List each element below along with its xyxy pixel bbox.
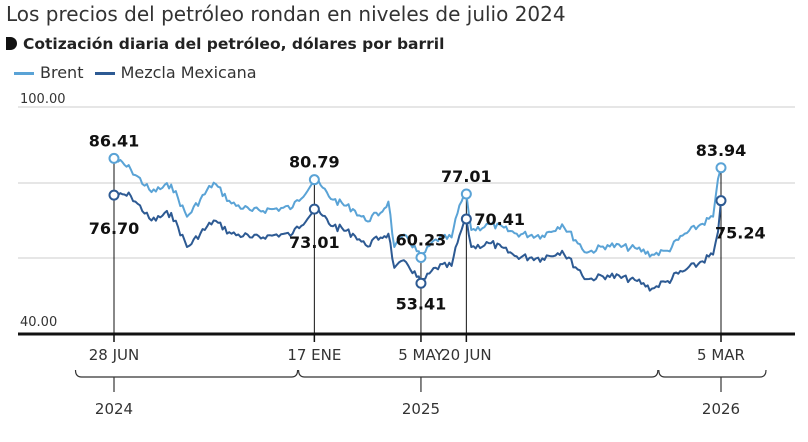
series-line-brent bbox=[113, 157, 722, 259]
value-label-mezcla-4: 75.24 bbox=[715, 224, 766, 243]
marker-points bbox=[108, 152, 727, 289]
chart-subtitle-text: Cotización diaria del petróleo, dólares … bbox=[23, 35, 445, 53]
year-labels: 2024 2025 2026 bbox=[95, 400, 740, 418]
year-bracket-2025 bbox=[297, 369, 659, 378]
date-label-2: 5 MAY bbox=[398, 346, 444, 364]
marker-point-brent-3 bbox=[460, 188, 472, 200]
value-label-brent-2: 60.23 bbox=[396, 230, 447, 249]
year-bracket-2026 bbox=[658, 369, 767, 378]
legend-label-brent: Brent bbox=[40, 63, 84, 82]
date-label-4: 5 MAR bbox=[697, 346, 745, 364]
legend-item-brent: Brent bbox=[14, 63, 83, 82]
marker-point-brent-2 bbox=[415, 251, 427, 263]
date-label-3: 20 JUN bbox=[441, 346, 491, 364]
marker-point-brent-4 bbox=[715, 162, 727, 174]
marker-point-mezcla-3 bbox=[460, 213, 472, 225]
legend: Brent Mezcla Mexicana bbox=[14, 63, 263, 82]
value-label-brent-1: 80.79 bbox=[289, 153, 340, 172]
chart-title: Los precios del petróleo rondan en nivel… bbox=[6, 2, 566, 26]
year-label-2024: 2024 bbox=[95, 400, 133, 418]
value-label-mezcla-3: 70.41 bbox=[474, 210, 525, 229]
value-label-mezcla-0: 76.70 bbox=[89, 219, 140, 238]
legend-label-mezcla: Mezcla Mexicana bbox=[120, 63, 257, 82]
marker-point-mezcla-2 bbox=[415, 277, 427, 289]
year-label-2026: 2026 bbox=[702, 400, 740, 418]
date-label-1: 17 ENE bbox=[287, 346, 341, 364]
grid bbox=[18, 106, 795, 259]
value-label-brent-0: 86.41 bbox=[89, 131, 140, 150]
value-label-brent-3: 77.01 bbox=[441, 167, 492, 186]
marker-point-mezcla-0 bbox=[108, 189, 120, 201]
year-brackets bbox=[74, 369, 767, 392]
legend-swatch-mezcla bbox=[94, 72, 115, 75]
value-labels: 86.41 76.70 80.79 73.01 60.23 53.41 77.01 70.41… bbox=[89, 131, 766, 313]
series-lines bbox=[113, 157, 722, 292]
marker-point-mezcla-1 bbox=[308, 203, 320, 215]
value-label-brent-4: 83.94 bbox=[696, 141, 747, 160]
year-bracket-2024 bbox=[74, 369, 299, 378]
legend-swatch-brent bbox=[14, 72, 34, 75]
chart-subtitle: Cotización diaria del petróleo, dólares … bbox=[6, 35, 444, 53]
y-tick-label-100: 100.00 bbox=[20, 92, 66, 107]
series-line-mezcla-mexicana bbox=[113, 191, 722, 292]
date-label-0: 28 JUN bbox=[89, 346, 139, 364]
x-ticks bbox=[113, 334, 722, 342]
subtitle-marker-icon bbox=[6, 37, 17, 50]
marker-point-brent-0 bbox=[108, 152, 120, 164]
marker-point-mezcla-4 bbox=[715, 195, 727, 207]
legend-item-mezcla: Mezcla Mexicana bbox=[94, 63, 257, 82]
y-tick-label-40: 40.00 bbox=[20, 315, 57, 330]
value-label-mezcla-2: 53.41 bbox=[396, 294, 447, 313]
value-label-mezcla-1: 73.01 bbox=[289, 233, 340, 252]
marker-point-brent-1 bbox=[308, 174, 320, 186]
year-label-2025: 2025 bbox=[402, 400, 440, 418]
